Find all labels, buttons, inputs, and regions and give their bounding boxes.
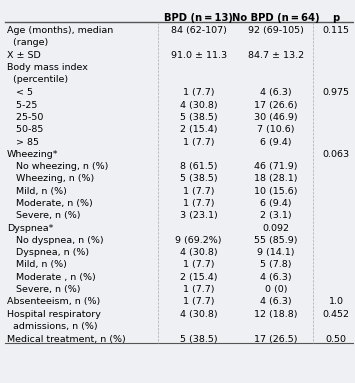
Text: 0.092: 0.092: [263, 224, 290, 232]
Text: 9 (14.1): 9 (14.1): [257, 248, 295, 257]
Text: < 5: < 5: [7, 88, 33, 98]
Text: 4 (6.3): 4 (6.3): [260, 273, 292, 282]
Text: 1 (7.7): 1 (7.7): [183, 199, 214, 208]
Text: 84.7 ± 13.2: 84.7 ± 13.2: [248, 51, 304, 60]
Text: 0.063: 0.063: [322, 150, 350, 159]
Text: 1 (7.7): 1 (7.7): [183, 187, 214, 196]
Text: Wheezing*: Wheezing*: [7, 150, 58, 159]
Text: 4 (30.8): 4 (30.8): [180, 248, 218, 257]
Text: 25-50: 25-50: [7, 113, 43, 122]
Text: Severe, n (%): Severe, n (%): [7, 285, 80, 294]
Text: Age (months), median: Age (months), median: [7, 26, 113, 34]
Text: 17 (26.5): 17 (26.5): [255, 335, 298, 344]
Text: 5 (38.5): 5 (38.5): [180, 335, 218, 344]
Text: 46 (71.9): 46 (71.9): [255, 162, 298, 171]
Text: 18 (28.1): 18 (28.1): [255, 175, 298, 183]
Text: 4 (6.3): 4 (6.3): [260, 88, 292, 98]
Text: Wheezing, n (%): Wheezing, n (%): [7, 175, 94, 183]
Text: 8 (61.5): 8 (61.5): [180, 162, 217, 171]
Text: 30 (46.9): 30 (46.9): [254, 113, 298, 122]
Text: No BPD (n = 64): No BPD (n = 64): [232, 13, 320, 23]
Text: 1 (7.7): 1 (7.7): [183, 260, 214, 269]
Text: Dyspnea, n (%): Dyspnea, n (%): [7, 248, 89, 257]
Text: 9 (69.2%): 9 (69.2%): [175, 236, 222, 245]
Text: Severe, n (%): Severe, n (%): [7, 211, 80, 220]
Text: Body mass index: Body mass index: [7, 63, 88, 72]
Text: 5 (7.8): 5 (7.8): [260, 260, 292, 269]
Text: p: p: [332, 13, 340, 23]
Text: Dyspnea*: Dyspnea*: [7, 224, 53, 232]
Text: 17 (26.6): 17 (26.6): [255, 101, 298, 110]
Text: 7 (10.6): 7 (10.6): [257, 125, 295, 134]
Text: 0.975: 0.975: [322, 88, 350, 98]
Text: 4 (6.3): 4 (6.3): [260, 297, 292, 306]
Text: (range): (range): [7, 38, 48, 47]
Text: Absenteeism, n (%): Absenteeism, n (%): [7, 297, 100, 306]
Text: 1 (7.7): 1 (7.7): [183, 88, 214, 98]
Text: 92 (69-105): 92 (69-105): [248, 26, 304, 34]
Text: 5-25: 5-25: [7, 101, 37, 110]
Text: 1 (7.7): 1 (7.7): [183, 137, 214, 147]
Text: 50-85: 50-85: [7, 125, 43, 134]
Text: 5 (38.5): 5 (38.5): [180, 175, 218, 183]
Text: 0 (0): 0 (0): [265, 285, 287, 294]
Text: Mild, n (%): Mild, n (%): [7, 187, 66, 196]
Text: 0.50: 0.50: [326, 335, 346, 344]
Text: Moderate , n (%): Moderate , n (%): [7, 273, 95, 282]
Text: 1 (7.7): 1 (7.7): [183, 297, 214, 306]
Text: 84 (62-107): 84 (62-107): [171, 26, 226, 34]
Text: 91.0 ± 11.3: 91.0 ± 11.3: [170, 51, 227, 60]
Text: 1.0: 1.0: [328, 297, 344, 306]
Text: 2 (3.1): 2 (3.1): [260, 211, 292, 220]
Text: Hospital respiratory: Hospital respiratory: [7, 309, 100, 319]
Text: (percentile): (percentile): [7, 75, 68, 85]
Text: BPD (n = 13): BPD (n = 13): [164, 13, 233, 23]
Text: No dyspnea, n (%): No dyspnea, n (%): [7, 236, 103, 245]
Text: X ± SD: X ± SD: [7, 51, 40, 60]
Text: Medical treatment, n (%): Medical treatment, n (%): [7, 335, 125, 344]
Text: Moderate, n (%): Moderate, n (%): [7, 199, 92, 208]
Text: 5 (38.5): 5 (38.5): [180, 113, 218, 122]
Text: admissions, n (%): admissions, n (%): [7, 322, 97, 331]
Text: 0.115: 0.115: [322, 26, 350, 34]
Text: Mild, n (%): Mild, n (%): [7, 260, 66, 269]
Text: 55 (85.9): 55 (85.9): [255, 236, 298, 245]
Text: > 85: > 85: [7, 137, 39, 147]
Text: 0.452: 0.452: [322, 309, 350, 319]
Text: 1 (7.7): 1 (7.7): [183, 285, 214, 294]
FancyBboxPatch shape: [1, 9, 350, 378]
Text: 4 (30.8): 4 (30.8): [180, 309, 218, 319]
Text: 6 (9.4): 6 (9.4): [260, 199, 292, 208]
Text: 3 (23.1): 3 (23.1): [180, 211, 218, 220]
Text: 2 (15.4): 2 (15.4): [180, 125, 217, 134]
Text: 6 (9.4): 6 (9.4): [260, 137, 292, 147]
Text: 4 (30.8): 4 (30.8): [180, 101, 218, 110]
Text: No wheezing, n (%): No wheezing, n (%): [7, 162, 108, 171]
Text: 12 (18.8): 12 (18.8): [255, 309, 298, 319]
Text: 2 (15.4): 2 (15.4): [180, 273, 217, 282]
Text: 10 (15.6): 10 (15.6): [255, 187, 298, 196]
